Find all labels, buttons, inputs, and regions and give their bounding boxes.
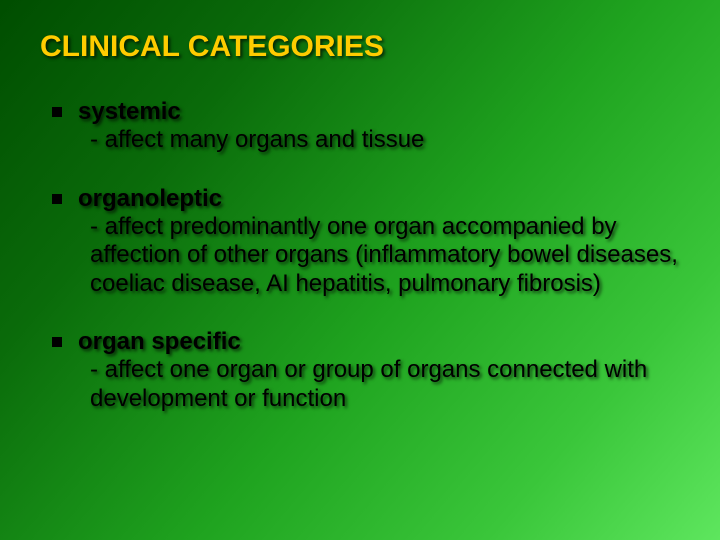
list-item: systemic - affect many organs and tissue — [78, 98, 680, 155]
slide-title: CLINICAL CATEGORIES — [40, 30, 680, 64]
list-item: organoleptic - affect predominantly one … — [78, 185, 680, 298]
item-heading: systemic — [78, 98, 680, 126]
bullet-list: systemic - affect many organs and tissue… — [40, 98, 680, 413]
item-body: - affect predominantly one organ accompa… — [78, 213, 680, 298]
item-heading: organoleptic — [78, 185, 680, 213]
slide: CLINICAL CATEGORIES systemic - affect ma… — [0, 0, 720, 540]
item-body: - affect many organs and tissue — [78, 126, 680, 154]
item-body: - affect one organ or group of organs co… — [78, 356, 680, 413]
item-heading: organ specific — [78, 328, 680, 356]
list-item: organ specific - affect one organ or gro… — [78, 328, 680, 413]
